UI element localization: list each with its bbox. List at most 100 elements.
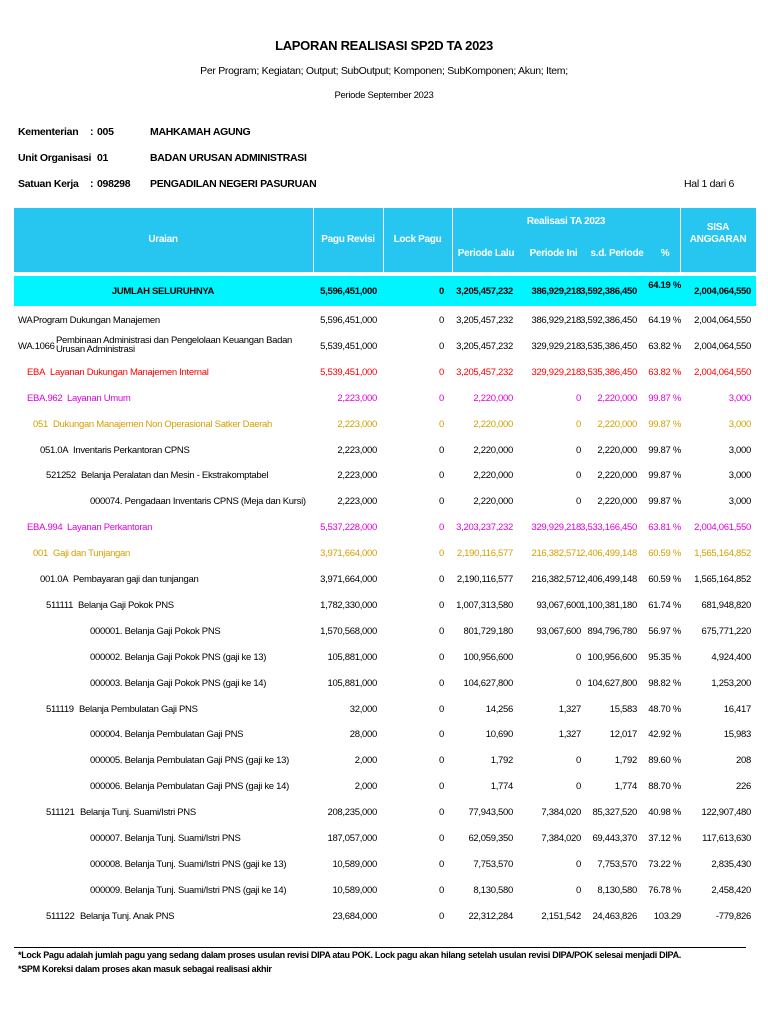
cell-value: 3,592,386,450 [580, 286, 637, 297]
row-code: 521252 [46, 470, 76, 482]
row-code: EBA.962 [27, 392, 63, 404]
cell-value: 60.59 % [648, 548, 681, 560]
cell-value: 329,929,218 [531, 522, 581, 534]
cell-value: 0 [439, 315, 444, 326]
cell-value: 64.19 % [648, 315, 681, 326]
cell-value: 22,312,284 [468, 910, 513, 922]
cell-value: 2,220,000 [473, 444, 513, 456]
row-name: 000009. Belanja Tunj. Suami/Istri PNS (g… [90, 884, 287, 896]
cell-value: 2,004,061,550 [694, 522, 751, 534]
cell-value: 99.87 % [648, 418, 681, 430]
cell-value: 24,463,826 [592, 910, 637, 922]
cell-value: 76.78 % [648, 884, 681, 896]
cell-value: 77,943,500 [468, 807, 513, 819]
column-header: % [660, 248, 670, 259]
cell-value: 2,000 [354, 755, 378, 767]
cell-value: 88.70 % [648, 781, 681, 793]
row-name: Belanja Gaji Pokok PNS [78, 599, 174, 611]
cell-value: 2,004,064,550 [694, 340, 751, 352]
row-name: 000004. Belanja Pembulatan Gaji PNS [90, 729, 244, 741]
cell-value: 2,004,064,550 [694, 366, 751, 378]
row-name: 000006. Belanja Pembulatan Gaji PNS (gaj… [90, 781, 289, 793]
cell-value: 2,190,116,577 [456, 574, 513, 585]
page-number: Hal 1 dari 6 [684, 178, 735, 190]
cell-value: 0 [439, 574, 444, 585]
cell-value: 2,220,000 [597, 496, 637, 508]
cell-value: 0 [576, 444, 581, 456]
cell-value: 0 [439, 651, 444, 663]
info-code: 098298 [97, 178, 131, 190]
cell-value: 85,327,520 [592, 807, 637, 819]
cell-value: 5,539,451,000 [320, 366, 377, 378]
column-divider [383, 208, 384, 272]
cell-value: 386,929,218 [531, 286, 581, 297]
cell-value: 3,205,457,232 [456, 286, 513, 297]
cell-value: 95.35 % [648, 651, 681, 663]
row-name: 000008. Belanja Tunj. Suami/Istri PNS (g… [90, 858, 287, 870]
cell-value: 0 [576, 755, 581, 767]
cell-value: 0 [439, 496, 444, 508]
cell-value: 329,929,218 [531, 366, 581, 378]
cell-value: 187,057,000 [327, 833, 377, 844]
row-name: 000074. Pengadaan Inventaris CPNS (Meja … [90, 496, 306, 508]
cell-value: 63.82 % [648, 366, 681, 378]
cell-value: 2,190,116,577 [456, 548, 513, 560]
cell-value: 2,220,000 [597, 392, 637, 404]
cell-value: 14,256 [485, 703, 514, 715]
cell-value: 0 [439, 625, 444, 637]
info-code: 01 [97, 152, 109, 164]
cell-value: 0 [576, 677, 581, 689]
row-name: Pembayaran gaji dan tunjangan [73, 574, 199, 585]
column-header: Periode Ini [529, 248, 578, 259]
row-name: Layanan Dukungan Manajemen Internal [50, 366, 209, 378]
column-header: Uraian [148, 234, 178, 245]
cell-value: 2,151,542 [541, 910, 581, 922]
cell-value: 3,535,386,450 [580, 366, 637, 378]
cell-value: 3,203,237,232 [456, 522, 513, 534]
cell-value: 89.60 % [648, 755, 681, 767]
column-divider [680, 208, 681, 272]
cell-value: 1,253,200 [711, 677, 751, 689]
info-label: Unit Organisasi [18, 152, 92, 164]
cell-value: -779,826 [715, 910, 751, 922]
column-header: Lock Pagu [393, 234, 442, 245]
cell-value: 801,729,180 [463, 625, 513, 637]
cell-value: 99.87 % [648, 444, 681, 456]
cell-value: 3,000 [728, 392, 752, 404]
cell-value: 1,774 [490, 781, 514, 793]
cell-value: 7,384,020 [541, 833, 581, 844]
cell-value: 675,771,220 [701, 625, 751, 637]
cell-value: 386,929,218 [531, 315, 581, 326]
cell-value: 61.74 % [648, 599, 681, 611]
row-code: 001.0A [40, 574, 69, 585]
row-name: Belanja Tunj. Anak PNS [80, 910, 175, 922]
cell-value: 2,223,000 [337, 470, 377, 482]
info-name: MAHKAMAH AGUNG [150, 126, 251, 138]
total-label: JUMLAH SELURUHNYA [111, 286, 215, 297]
cell-value: 63.82 % [648, 340, 681, 352]
cell-value: 122,907,480 [701, 807, 751, 819]
total-row [14, 276, 756, 306]
cell-value: 2,220,000 [597, 418, 637, 430]
cell-value: 2,406,499,148 [580, 574, 637, 585]
cell-value: 0 [576, 418, 581, 430]
row-name: 000003. Belanja Gaji Pokok PNS (gaji ke … [90, 677, 267, 689]
cell-value: 208,235,000 [327, 807, 377, 819]
info-name: BADAN URUSAN ADMINISTRASI [150, 152, 307, 164]
report-period: Periode September 2023 [334, 90, 434, 101]
row-name: 000002. Belanja Gaji Pokok PNS (gaji ke … [90, 651, 267, 663]
cell-value: 32,000 [349, 703, 378, 715]
cell-value: 60.59 % [648, 574, 681, 585]
cell-value: 63.81 % [648, 522, 681, 534]
cell-value: 0 [439, 858, 444, 870]
row-name: Program Dukungan Manajemen [33, 315, 160, 326]
column-divider [452, 208, 453, 272]
cell-value: 0 [439, 366, 444, 378]
cell-value: 103.29 [653, 910, 682, 922]
cell-value: 64.19 % [648, 280, 681, 291]
cell-value: 0 [439, 781, 444, 793]
cell-value: 1,774 [614, 781, 638, 793]
cell-value: 5,537,228,000 [320, 522, 377, 534]
cell-value: 0 [576, 781, 581, 793]
